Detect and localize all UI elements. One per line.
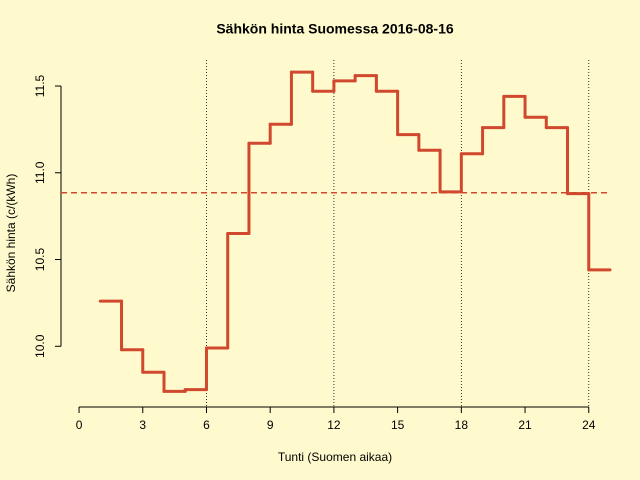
x-tick-label: 24 <box>582 418 596 432</box>
x-tick-label: 18 <box>455 418 469 432</box>
x-tick-label: 0 <box>76 418 83 432</box>
x-tick-label: 3 <box>139 418 146 432</box>
chart-title: Sähkön hinta Suomessa 2016-08-16 <box>216 21 454 37</box>
y-tick-label: 11.0 <box>33 161 47 184</box>
x-tick-label: 12 <box>327 418 341 432</box>
y-tick-label: 10.5 <box>33 248 47 272</box>
x-tick-label: 6 <box>203 418 210 432</box>
x-tick-label: 21 <box>518 418 532 432</box>
x-axis-label: Tunti (Suomen aikaa) <box>278 450 392 464</box>
x-tick-label: 9 <box>267 418 274 432</box>
x-tick-label: 15 <box>391 418 405 432</box>
y-tick-label: 11.5 <box>33 74 47 97</box>
y-tick-label: 10.0 <box>33 334 47 358</box>
y-axis-label: Sähkön hinta (c/(kWh) <box>4 174 18 293</box>
